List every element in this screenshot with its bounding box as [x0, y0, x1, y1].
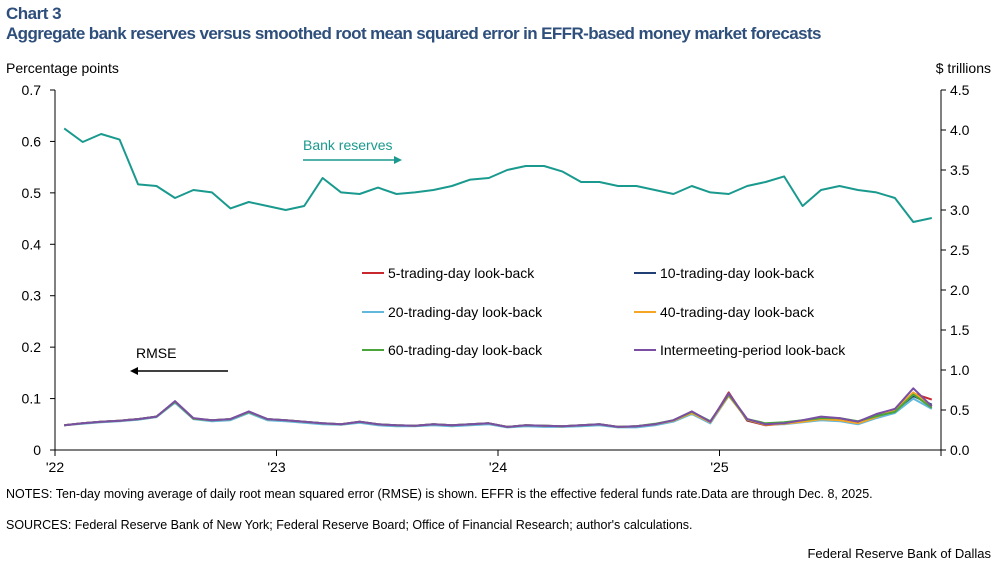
- right-tick-label: 2.0: [950, 282, 970, 298]
- legend-label: Intermeeting-period look-back: [660, 342, 846, 358]
- legend-label: 5-trading-day look-back: [388, 265, 535, 281]
- legend-label: 10-trading-day look-back: [660, 265, 815, 281]
- reserves-series-line: [63, 127, 933, 223]
- left-tick-label: 0.3: [22, 288, 42, 304]
- left-tick-label: 0.4: [22, 236, 42, 252]
- legend-label: 20-trading-day look-back: [388, 304, 543, 320]
- left-tick-label: 0: [33, 442, 41, 458]
- left-tick-label: 0.5: [22, 185, 42, 201]
- notes: NOTES: Ten-day moving average of daily r…: [6, 487, 873, 501]
- legend-label: 40-trading-day look-back: [660, 304, 815, 320]
- rmse-series-line: [64, 387, 933, 428]
- x-tick-label: '25: [710, 459, 728, 475]
- chart-svg: 0 0.1 0.2 0.3 0.4 0.5 0.6 0.7 0.0 0.5 1.0 1.5 2.0 2.5…: [22, 82, 970, 475]
- x-tick-label: '22: [46, 459, 64, 475]
- left-tick-label: 0.6: [22, 133, 42, 149]
- left-tick-label: 0.2: [22, 339, 42, 355]
- reserves-annotation: Bank reserves: [303, 137, 392, 153]
- x-tick-label: '23: [267, 459, 285, 475]
- credit: Federal Reserve Bank of Dallas: [807, 546, 991, 561]
- right-axis-label: $ trillions: [935, 60, 991, 76]
- x-tick-label: '24: [489, 459, 507, 475]
- left-tick-label: 0.7: [22, 82, 42, 98]
- sources: SOURCES: Federal Reserve Bank of New Yor…: [6, 518, 693, 532]
- rmse-annotation: RMSE: [136, 345, 176, 361]
- right-tick-label: 4.5: [950, 82, 970, 98]
- chart-title: Aggregate bank reserves versus smoothed …: [6, 24, 821, 43]
- arrow-left-icon: [130, 367, 138, 375]
- right-tick-label: 3.5: [950, 162, 970, 178]
- legend-label: 60-trading-day look-back: [388, 342, 543, 358]
- left-tick-label: 0.1: [22, 391, 42, 407]
- chart-kicker: Chart 3: [6, 4, 62, 23]
- right-tick-label: 4.0: [950, 122, 970, 138]
- right-tick-label: 3.0: [950, 202, 970, 218]
- right-tick-label: 0.0: [950, 442, 970, 458]
- rmse-series-line: [64, 391, 933, 428]
- left-axis-label: Percentage points: [6, 60, 119, 76]
- right-tick-label: 0.5: [950, 402, 970, 418]
- right-tick-label: 1.5: [950, 322, 970, 338]
- right-tick-label: 1.0: [950, 362, 970, 378]
- right-tick-label: 2.5: [950, 242, 970, 258]
- arrow-right-icon: [394, 156, 402, 164]
